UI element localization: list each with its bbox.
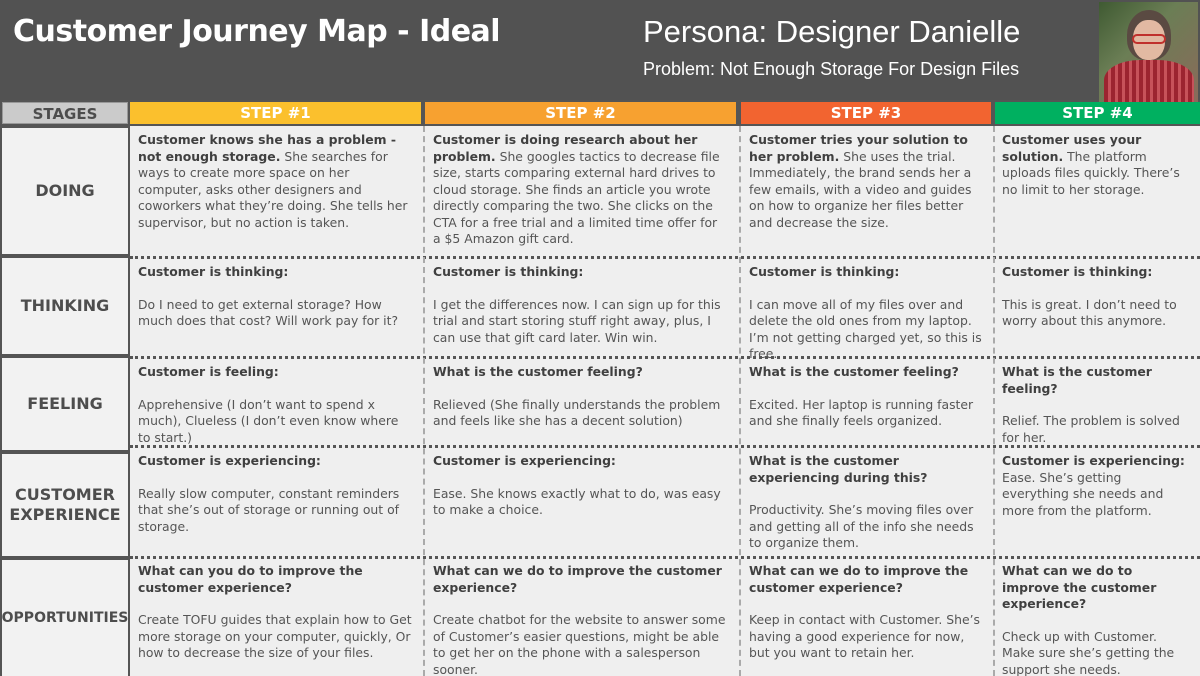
cell-heading: Customer tries your solution to her prob…: [749, 132, 968, 164]
cell-answer: Do I need to get external storage? How m…: [138, 296, 399, 329]
stage-opportunities: OPPORTUNITIES: [2, 560, 128, 676]
cell-text: She googles tactics to decrease file siz…: [433, 148, 720, 247]
cell-answer: Relieved (She finally understands the pr…: [433, 396, 721, 429]
experience-step-4-cell: Customer is experiencing: Ease. She’s get…: [994, 447, 1200, 557]
thinking-step-1-cell: Customer is thinking: Do I need to get ex…: [130, 258, 422, 358]
header: Customer Journey Map - Ideal Persona: De…: [0, 0, 1200, 102]
cell-heading: Customer knows she has a problem - not e…: [138, 132, 397, 164]
opportunities-step-2-cell: What can we do to improve the customer e…: [425, 557, 736, 676]
feeling-step-1-cell: Customer is feeling: Apprehensive (I don’…: [130, 358, 422, 447]
doing-step-2-cell: Customer is doing research about her pro…: [425, 126, 736, 256]
stage-doing: DOING: [2, 128, 128, 254]
cell-question: Customer is experiencing:: [138, 453, 321, 468]
thinking-step-4-cell: Customer is thinking: This is great. I do…: [994, 258, 1200, 358]
cell-question: Customer is feeling:: [138, 364, 279, 379]
step-3-header: STEP #3: [741, 102, 991, 124]
row-divider: [130, 556, 1200, 559]
cell-question: What can we do to improve the customer e…: [1002, 563, 1157, 611]
cell-text: She searches for ways to create more spa…: [138, 148, 408, 230]
feeling-step-2-cell: What is the customer feeling? Relieved (S…: [425, 358, 736, 447]
cell-answer: Apprehensive (I don’t want to spend x mu…: [138, 396, 399, 445]
experience-step-2-cell: Customer is experiencing: Ease. She knows…: [425, 447, 736, 557]
cell-question: What is the customer feeling?: [1002, 364, 1152, 396]
persona-problem: Problem: Not Enough Storage For Design F…: [643, 59, 1020, 79]
stage-feeling: FEELING: [2, 358, 128, 450]
step-2-header: STEP #2: [425, 102, 736, 124]
cell-text: The platform uploads files quickly. Ther…: [1002, 148, 1180, 197]
cell-answer: Relief. The problem is solved for her.: [1002, 413, 1180, 445]
cell-answer: Create TOFU guides that explain how to G…: [138, 612, 412, 660]
cell-question: Customer is thinking:: [1002, 264, 1153, 279]
step-1-header: STEP #1: [130, 102, 421, 124]
page-title: Customer Journey Map - Ideal: [13, 14, 501, 49]
persona-name: Persona: Designer Danielle: [643, 14, 1021, 49]
cell-heading: Customer is doing research about her pro…: [433, 132, 698, 164]
opportunities-step-4-cell: What can we do to improve the customer e…: [994, 557, 1200, 676]
doing-step-3-cell: Customer tries your solution to her prob…: [741, 126, 994, 256]
cell-answer: I get the differences now. I can sign up…: [433, 296, 721, 345]
doing-step-4-cell: Customer uses your solution. The platfor…: [994, 126, 1200, 256]
cell-answer: Productivity. She’s moving files over an…: [749, 502, 974, 550]
experience-step-1-cell: Customer is experiencing: Really slow com…: [130, 447, 422, 557]
cell-question: Customer is thinking:: [433, 264, 584, 279]
column-divider: [739, 126, 741, 676]
opportunities-step-3-cell: What can we do to improve the customer e…: [741, 557, 994, 676]
cell-answer: Create chatbot for the website to answer…: [433, 612, 726, 676]
experience-step-3-cell: What is the customer experiencing during…: [741, 447, 994, 557]
row-divider: [130, 445, 1200, 448]
row-divider: [130, 256, 1200, 259]
cell-answer: Check up with Customer. Make sure she’s …: [1002, 628, 1175, 676]
feeling-step-4-cell: What is the customer feeling? Relief. The…: [994, 358, 1200, 447]
stage-thinking: THINKING: [2, 258, 128, 354]
stages-header: STAGES: [2, 102, 128, 124]
cell-question: Customer is thinking:: [749, 264, 900, 279]
cell-question: Customer is experiencing:: [1002, 453, 1185, 468]
cell-answer: This is great. I don’t need to worry abo…: [1002, 296, 1177, 329]
cell-question: Customer is thinking:: [138, 264, 289, 279]
cell-answer: Ease. She knows exactly what to do, was …: [433, 485, 721, 518]
step-4-header: STEP #4: [995, 102, 1200, 124]
column-divider: [993, 126, 995, 676]
cell-question: What can we do to improve the customer e…: [433, 563, 722, 595]
cell-answer: Excited. Her laptop is running faster an…: [749, 396, 974, 429]
thinking-step-3-cell: Customer is thinking: I can move all of m…: [741, 258, 994, 358]
cell-answer: Really slow computer, constant reminders…: [138, 485, 400, 534]
cell-answer: I can move all of my files over and dele…: [749, 296, 982, 359]
cell-answer: Keep in contact with Customer. She’s hav…: [749, 612, 980, 660]
thinking-step-2-cell: Customer is thinking: I get the differenc…: [425, 258, 736, 358]
opportunities-step-1-cell: What can you do to improve the customer …: [130, 557, 422, 676]
persona-photo: [1099, 2, 1198, 102]
stage-customer-experience: CUSTOMER EXPERIENCE: [2, 454, 128, 556]
cell-question: What can we do to improve the customer e…: [749, 563, 969, 595]
cell-question: What is the customer experiencing during…: [749, 453, 928, 485]
doing-step-1-cell: Customer knows she has a problem - not e…: [130, 126, 422, 256]
feeling-step-3-cell: What is the customer feeling? Excited. He…: [741, 358, 994, 447]
cell-question: What can you do to improve the customer …: [138, 563, 363, 595]
cell-question: What is the customer feeling?: [749, 364, 959, 379]
cell-answer: Ease. She’s getting everything she needs…: [1002, 469, 1164, 518]
row-divider: [130, 356, 1200, 359]
cell-question: Customer is experiencing:: [433, 453, 616, 468]
journey-grid: Customer knows she has a problem - not e…: [130, 126, 1200, 676]
cell-heading: Customer uses your solution.: [1002, 132, 1142, 164]
cell-text: She uses the trial. Immediately, the bra…: [749, 148, 972, 230]
cell-question: What is the customer feeling?: [433, 364, 643, 379]
column-divider: [423, 126, 425, 676]
